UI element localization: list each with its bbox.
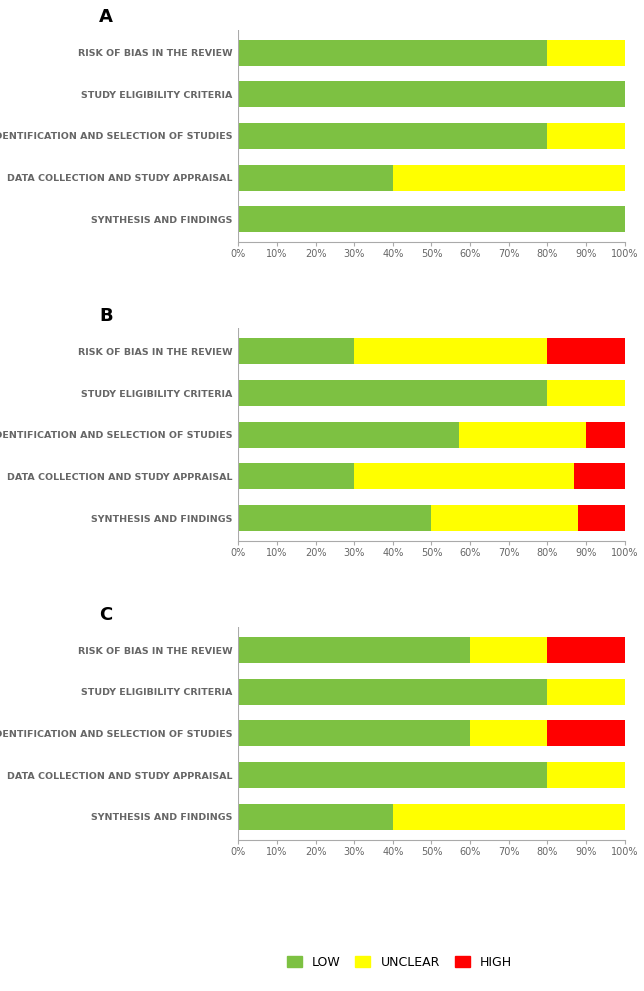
Bar bbox=[547, 339, 625, 365]
Bar bbox=[547, 762, 625, 788]
Bar bbox=[459, 422, 586, 448]
Legend: LOW, UNCLEAR, HIGH: LOW, UNCLEAR, HIGH bbox=[280, 949, 518, 975]
Bar bbox=[547, 679, 625, 705]
Bar bbox=[238, 505, 431, 531]
Bar bbox=[431, 505, 578, 531]
Text: A: A bbox=[99, 9, 113, 27]
Bar bbox=[238, 804, 393, 829]
Bar bbox=[238, 81, 625, 107]
Bar bbox=[238, 381, 547, 406]
Bar bbox=[238, 40, 547, 65]
Bar bbox=[238, 165, 393, 190]
Bar bbox=[354, 339, 547, 365]
Bar bbox=[547, 637, 625, 663]
Bar bbox=[547, 40, 625, 65]
Bar bbox=[238, 123, 547, 149]
Bar bbox=[238, 637, 470, 663]
Text: B: B bbox=[99, 307, 113, 325]
Bar bbox=[238, 422, 459, 448]
Text: C: C bbox=[99, 606, 113, 624]
Bar bbox=[393, 165, 625, 190]
Bar bbox=[547, 123, 625, 149]
Bar bbox=[574, 464, 625, 490]
Bar bbox=[238, 762, 547, 788]
Bar bbox=[586, 422, 625, 448]
Bar bbox=[238, 206, 625, 232]
Bar bbox=[470, 637, 547, 663]
Bar bbox=[238, 720, 470, 746]
Bar bbox=[578, 505, 625, 531]
Bar bbox=[393, 804, 625, 829]
Bar bbox=[238, 339, 354, 365]
Bar bbox=[547, 720, 625, 746]
Bar bbox=[354, 464, 574, 490]
Bar bbox=[470, 720, 547, 746]
Bar bbox=[238, 679, 547, 705]
Bar bbox=[547, 381, 625, 406]
Bar bbox=[238, 464, 354, 490]
